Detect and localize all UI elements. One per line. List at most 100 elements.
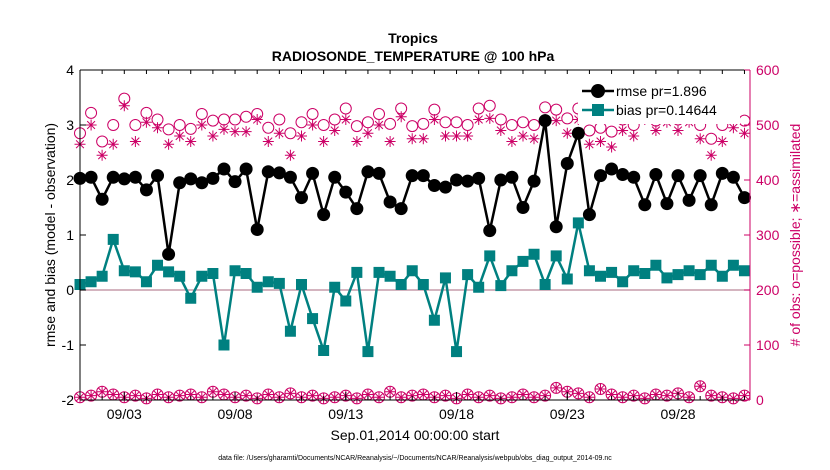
rmse-marker-58 — [715, 166, 729, 180]
rmse-marker-16 — [250, 223, 264, 236]
x-tick-label-2: 09/13 — [328, 406, 363, 422]
rmse-marker-10 — [184, 172, 198, 186]
possible-point-8 — [162, 123, 175, 136]
assimilated_bottom-point-12 — [207, 386, 219, 398]
rmse-marker-37 — [483, 224, 497, 238]
rmse-marker-3 — [106, 170, 120, 184]
rmse-marker-9 — [173, 176, 187, 190]
bias-marker-6 — [140, 276, 152, 288]
assimilated-point-46 — [583, 138, 595, 150]
possible-point-20 — [295, 116, 308, 129]
assimilated_bottom-point-37 — [484, 390, 496, 402]
assimilated-point-17 — [262, 136, 274, 147]
assimilated-point-11 — [196, 119, 208, 131]
bias-marker-40 — [517, 255, 529, 267]
assimilated-point-39 — [506, 136, 518, 147]
bias-marker-20 — [295, 279, 307, 290]
assimilated-point-41 — [528, 133, 540, 145]
possible-point-26 — [361, 116, 374, 129]
assimilated-point-35 — [462, 130, 474, 142]
x-tick-label-4: 09/23 — [550, 406, 585, 422]
y-right-tick-label-0: 0 — [756, 392, 764, 408]
assimilated_bottom-point-49 — [617, 391, 629, 403]
rmse-marker-28 — [383, 195, 397, 209]
rmse-marker-5 — [128, 170, 142, 184]
assimilated-point-33 — [440, 130, 451, 142]
assimilated_bottom-point-1 — [85, 390, 97, 402]
rmse-marker-8 — [162, 247, 176, 261]
bias-marker-46 — [583, 265, 595, 277]
possible-point-40 — [516, 116, 529, 129]
possible-point-31 — [417, 117, 430, 130]
assimilated-point-49 — [617, 125, 629, 136]
assimilated-point-14 — [229, 126, 241, 138]
assimilated_bottom-point-50 — [628, 390, 640, 402]
y-axis-left-label: rmse and bias (model - observation) — [42, 123, 58, 347]
possible-point-28 — [384, 117, 397, 130]
rmse-marker-60 — [737, 191, 751, 205]
assimilated_bottom-point-59 — [727, 392, 739, 404]
bias-marker-58 — [716, 270, 728, 282]
bias-marker-16 — [251, 281, 263, 293]
rmse-marker-54 — [671, 169, 685, 183]
x-tick-label-5: 09/28 — [660, 406, 695, 422]
rmse-marker-52 — [649, 168, 663, 181]
assimilated-point-24 — [340, 114, 352, 125]
assimilated-point-37 — [484, 112, 496, 124]
possible-point-2 — [96, 135, 109, 148]
rmse-marker-30 — [405, 169, 419, 183]
rmse-marker-59 — [726, 170, 740, 184]
possible-point-14 — [229, 113, 242, 126]
bias-marker-13 — [218, 339, 230, 351]
rmse-marker-36 — [472, 171, 486, 185]
rmse-marker-47 — [593, 169, 607, 183]
bias-marker-24 — [340, 295, 352, 307]
assimilated-point-50 — [628, 130, 640, 142]
assimilated_bottom-point-11 — [196, 391, 208, 403]
assimilated-point-38 — [495, 125, 507, 136]
rmse-marker-42 — [538, 114, 552, 128]
possible-point-1 — [85, 106, 98, 119]
assimilated-point-25 — [351, 136, 363, 147]
assimilated_bottom-point-7 — [152, 389, 163, 400]
legend-rmse-label: rmse pr=1.896 — [616, 83, 707, 99]
assimilated_bottom-point-5 — [129, 390, 141, 402]
possible-point-19 — [284, 127, 297, 140]
possible-point-39 — [505, 119, 518, 131]
rmse-marker-48 — [605, 162, 619, 176]
rmse-marker-49 — [616, 168, 630, 181]
assimilated_bottom-point-57 — [705, 390, 717, 402]
assimilated_bottom-point-23 — [329, 391, 341, 403]
possible-point-18 — [273, 113, 286, 126]
possible-point-41 — [528, 119, 541, 131]
assimilated_bottom-point-44 — [561, 386, 573, 398]
bias-marker-17 — [262, 276, 274, 288]
assimilated-point-22 — [318, 136, 330, 147]
rmse-marker-11 — [195, 176, 209, 190]
rmse-marker-14 — [228, 175, 242, 189]
rmse-marker-20 — [294, 191, 308, 205]
assimilated_bottom-point-33 — [440, 390, 451, 402]
bias-marker-8 — [163, 266, 175, 278]
possible-point-22 — [317, 119, 330, 131]
bias-marker-35 — [462, 269, 474, 281]
x-tick-label-1: 09/08 — [218, 406, 253, 422]
assimilated_bottom-point-45 — [572, 387, 584, 399]
y-left-tick-label-4: 2 — [66, 172, 74, 188]
assimilated_bottom-point-55 — [683, 391, 695, 403]
assimilated_bottom-point-42 — [539, 390, 551, 402]
rmse-marker-38 — [494, 173, 508, 187]
assimilated-point-44 — [561, 127, 573, 139]
assimilated-point-2 — [96, 149, 108, 161]
y-left-tick-label-2: 0 — [66, 282, 74, 298]
bias-marker-44 — [561, 273, 573, 285]
y-right-tick-label-3: 300 — [756, 227, 780, 243]
assimilated-point-31 — [417, 133, 429, 145]
assimilated_bottom-point-21 — [307, 390, 319, 402]
assimilated_bottom-point-13 — [218, 389, 230, 400]
assimilated_bottom-point-27 — [373, 391, 385, 403]
bias-marker-29 — [395, 279, 407, 290]
bias-marker-22 — [318, 345, 330, 356]
assimilated-point-36 — [473, 114, 485, 125]
